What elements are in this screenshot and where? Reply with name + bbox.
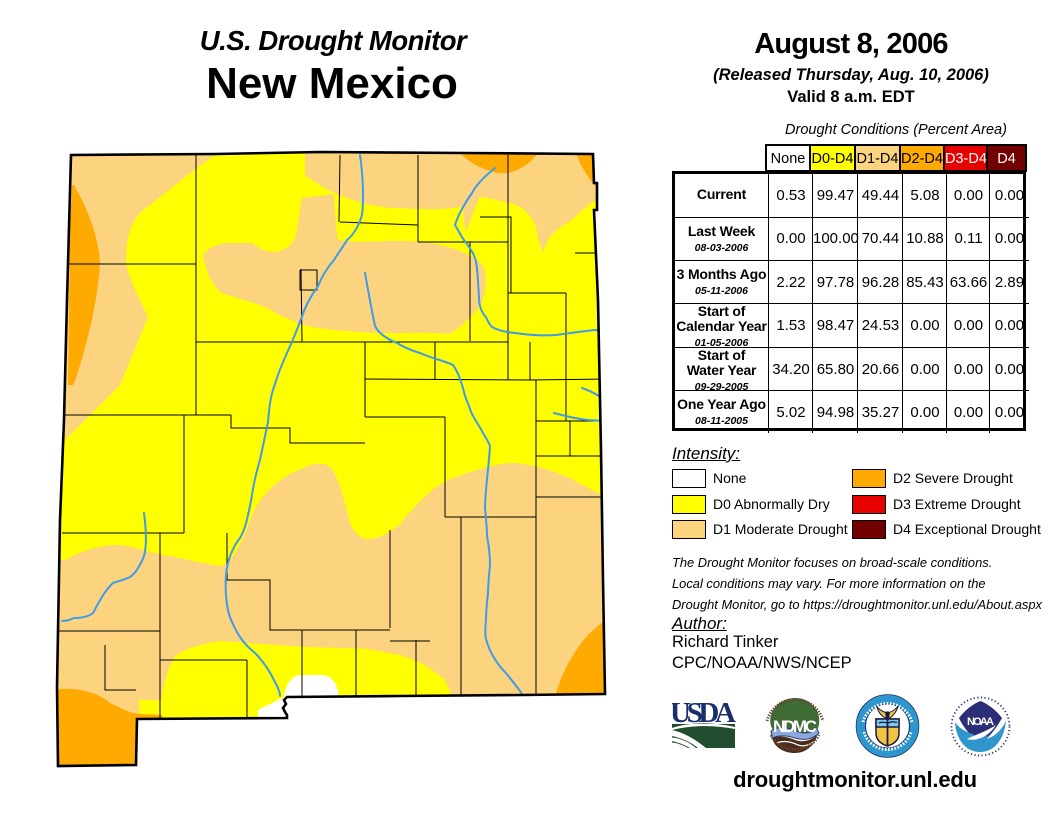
svg-text:NDMC: NDMC	[773, 717, 817, 736]
svg-text:NOAA: NOAA	[967, 716, 994, 728]
